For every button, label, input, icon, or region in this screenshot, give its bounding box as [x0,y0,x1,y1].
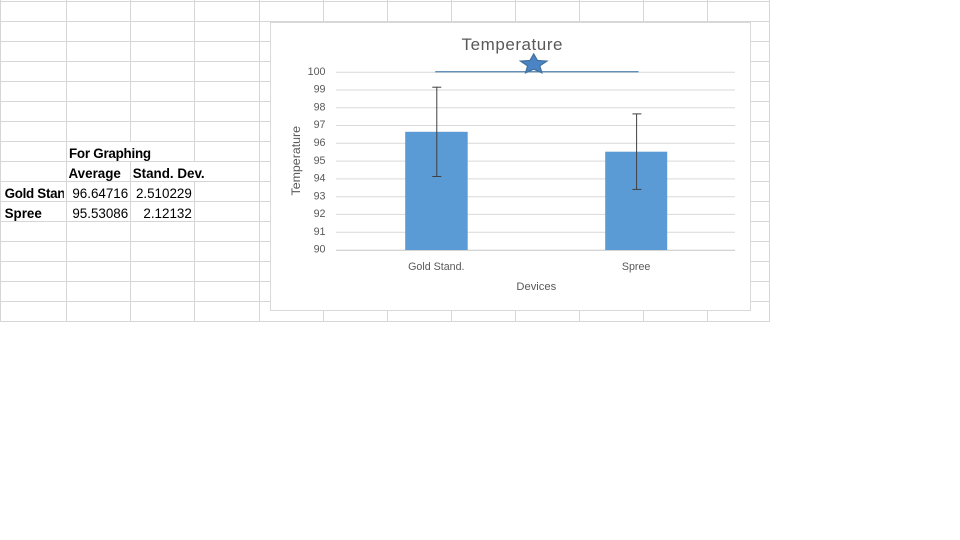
svg-text:97: 97 [314,119,326,131]
svg-text:93: 93 [314,190,326,202]
svg-text:98: 98 [314,102,326,114]
svg-text:Temperature: Temperature [462,35,563,54]
svg-text:2.510229: 2.510229 [136,186,192,201]
svg-text:90: 90 [314,244,326,256]
svg-text:For Graphing: For Graphing [69,146,151,161]
svg-text:91: 91 [314,226,326,238]
svg-text:96.64716: 96.64716 [72,186,128,201]
svg-text:99: 99 [314,84,326,96]
svg-text:94: 94 [314,173,326,185]
svg-text:Stand. Dev.: Stand. Dev. [133,166,205,181]
svg-text:95.53086: 95.53086 [72,206,128,221]
svg-text:100: 100 [308,66,326,78]
svg-text:Average: Average [69,166,121,181]
svg-text:96: 96 [314,137,326,149]
svg-text:Devices: Devices [516,281,556,293]
svg-text:Spree: Spree [5,206,42,221]
svg-text:95: 95 [314,155,326,167]
svg-text:Gold Stand.: Gold Stand. [5,186,77,201]
svg-text:Temperature: Temperature [289,126,303,196]
svg-text:Gold Stand.: Gold Stand. [408,261,464,273]
svg-text:2.12132: 2.12132 [143,206,191,221]
svg-text:Spree: Spree [622,261,651,273]
svg-text:92: 92 [314,208,326,220]
